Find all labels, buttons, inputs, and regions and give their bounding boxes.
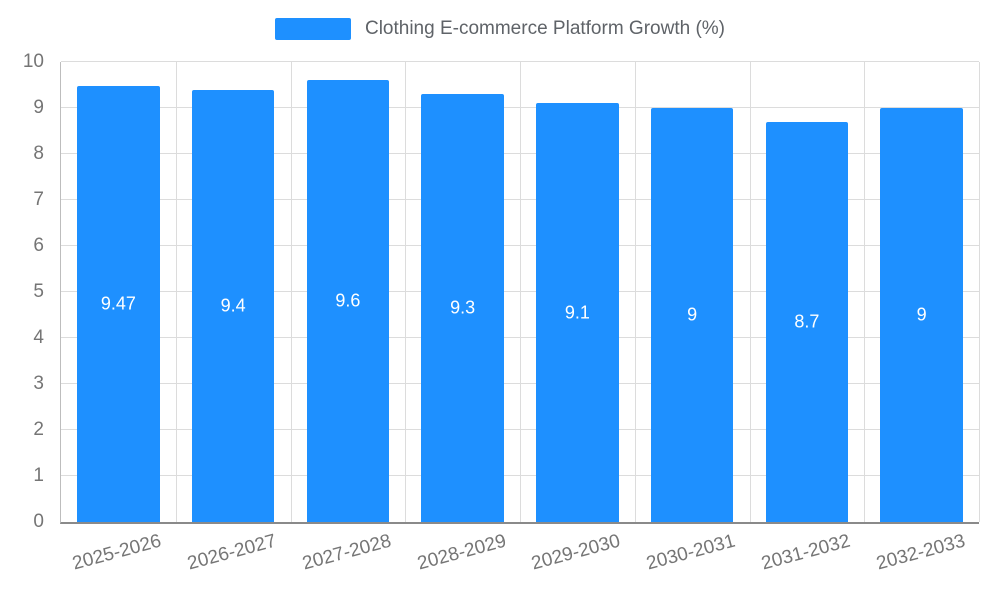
bar-2032-2033: 9 (880, 108, 963, 522)
y-axis: 0 1 2 3 4 5 6 7 8 9 10 (0, 51, 52, 532)
bar-2026-2027: 9.4 (191, 89, 275, 522)
x-tick-label: 2029-2030 (529, 530, 623, 575)
y-tick-label: 1 (33, 465, 44, 486)
gridline-vertical (290, 62, 292, 522)
chart-title: Clothing E-commerce Platform Growth (%) (364, 18, 726, 39)
gridline-vertical (864, 62, 866, 522)
y-tick-label: 3 (33, 373, 44, 394)
legend-swatch (274, 18, 351, 40)
y-tick-label: 6 (33, 235, 44, 256)
gridline-vertical (520, 62, 521, 522)
bar-value-label: 9 (916, 304, 927, 325)
gridline-vertical (634, 62, 636, 522)
bar-value-label: 8.7 (794, 311, 820, 332)
bar-2027-2028: 9.6 (306, 80, 390, 522)
bar-value-label: 9.3 (450, 297, 476, 318)
y-tick-label: 4 (33, 327, 44, 348)
bar-2029-2030: 9.1 (536, 103, 619, 522)
bar-2028-2029: 9.3 (421, 94, 504, 522)
y-tick-label: 9 (33, 97, 44, 118)
bar-2031-2032: 8.7 (765, 121, 849, 522)
bar-value-label: 9 (687, 304, 698, 325)
gridline-vertical (979, 62, 980, 522)
plot-area: 9.47 9.4 9.6 9.3 9.1 9 8.7 9 (60, 61, 980, 524)
x-tick-label: 2030-2031 (644, 530, 738, 575)
x-axis: 2025-2026 2026-2027 2027-2028 2028-2029 2029… (60, 524, 978, 594)
x-tick-label: 2025-2026 (70, 530, 164, 575)
y-tick-label: 10 (22, 51, 44, 72)
bar-value-label: 9.6 (335, 290, 361, 311)
gridline-vertical (749, 62, 751, 522)
gridline-vertical (405, 62, 407, 522)
y-tick-label: 7 (33, 189, 44, 210)
gridline-vertical (175, 62, 177, 522)
bar-value-label: 9.1 (564, 302, 590, 323)
bar-2025-2026: 9.47 (77, 86, 160, 522)
x-tick-label: 2028-2029 (414, 530, 509, 575)
chart-legend: Clothing E-commerce Platform Growth (%) (0, 18, 1000, 40)
bar-2030-2031: 9 (650, 108, 734, 522)
y-tick-label: 5 (33, 281, 44, 302)
bar-value-label: 9.4 (220, 295, 246, 316)
bar-value-label: 9.47 (100, 293, 136, 314)
y-tick-label: 0 (33, 511, 44, 532)
x-tick-label: 2027-2028 (300, 530, 394, 575)
x-tick-label: 2031-2032 (759, 530, 853, 575)
gridline-horizontal (61, 61, 979, 62)
x-tick-label: 2032-2033 (873, 530, 968, 575)
y-tick-label: 8 (33, 143, 44, 164)
x-tick-label: 2026-2027 (185, 530, 279, 575)
y-tick-label: 2 (33, 419, 44, 440)
